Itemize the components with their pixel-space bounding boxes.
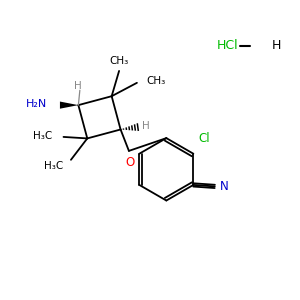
Text: H: H (74, 81, 82, 91)
Polygon shape (60, 102, 78, 109)
Text: N: N (220, 180, 229, 193)
Text: O: O (126, 156, 135, 169)
Text: CH₃: CH₃ (110, 56, 129, 66)
Text: HCl: HCl (217, 40, 238, 52)
Text: H₂N: H₂N (26, 99, 47, 109)
Text: H: H (142, 121, 150, 130)
Text: H: H (272, 40, 281, 52)
Text: H₃C: H₃C (33, 131, 52, 141)
Text: CH₃: CH₃ (146, 76, 166, 86)
Text: Cl: Cl (199, 132, 210, 146)
Text: H₃C: H₃C (44, 161, 64, 171)
